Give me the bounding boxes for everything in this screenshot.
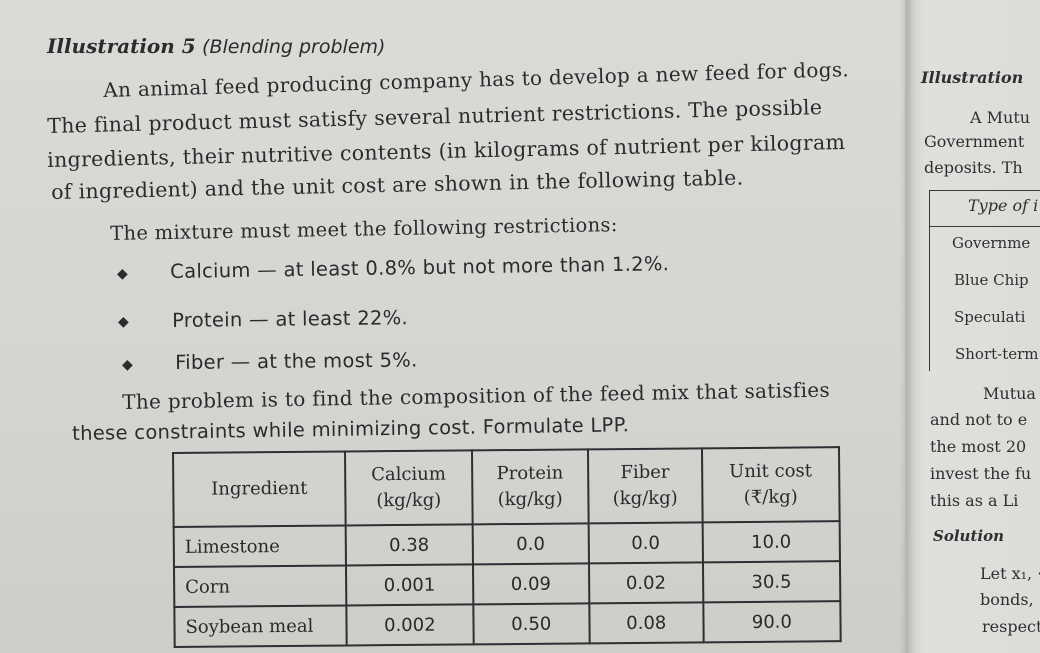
right-table-cell: Short-term [955,345,1039,363]
right-line: Let x₁, · [980,564,1040,583]
bullet-icon: ◆ [122,357,133,373]
table-row: Corn 0.001 0.09 0.02 30.5 [174,561,841,607]
book-gutter [900,0,914,653]
intro-line-2: The final product must satisfy several n… [47,95,823,138]
right-line: Mutua [983,384,1036,403]
right-line: the most 20 [930,437,1027,456]
right-line: deposits. Th [924,158,1023,177]
right-line: and not to e [930,410,1028,429]
header-calcium: Calcium (kg/kg) [345,450,473,526]
right-page [905,0,1040,653]
right-line: this as a Li [930,491,1019,510]
cell-ingredient: Soybean meal [174,605,347,647]
problem-line-2: these constraints while minimizing cost.… [72,413,630,445]
restrictions-intro: The mixture must meet the following rest… [110,213,618,245]
cell-calcium: 0.002 [346,604,474,646]
bullet-icon: ◆ [118,314,129,330]
right-line: respect [982,617,1040,636]
intro-line-1: An animal feed producing company has to … [103,57,850,102]
cell-fiber: 0.08 [589,602,704,644]
restriction-fiber: Fiber — at the most 5%. [175,348,418,374]
right-table-cell: Governme [952,234,1031,252]
cell-protein: 0.09 [472,563,590,605]
cell-fiber: 0.02 [588,562,704,604]
table-row: Soybean meal 0.002 0.50 0.08 90.0 [174,601,841,647]
left-page [0,0,915,653]
cell-ingredient: Limestone [173,525,346,567]
illustration-title: Illustration 5 [47,34,196,58]
cell-unit-cost: 30.5 [702,561,841,603]
header-unit-cost: Unit cost (₹/kg) [701,447,840,523]
restriction-protein: Protein — at least 22%. [172,306,409,332]
right-solution-heading: Solution [933,527,1004,545]
right-line: Government [924,132,1025,151]
header-fiber: Fiber (kg/kg) [587,448,703,524]
header-ingredient: Ingredient [173,451,346,527]
right-line: invest the fu [930,464,1032,483]
left-page-content: Illustration 5 (Blending problem) An ani… [47,34,850,648]
cell-unit-cost: 90.0 [703,601,841,643]
cell-calcium: 0.38 [345,524,473,566]
nutrient-table: Ingredient Calcium (kg/kg) Protein (kg/kg)… [172,446,842,648]
right-line: A Mutu [970,108,1031,127]
illustration-subtitle: (Blending problem) [202,36,386,58]
cell-unit-cost: 10.0 [702,521,840,563]
cell-protein: 0.0 [472,523,589,565]
right-heading: Illustration [921,68,1024,87]
right-table-header: Type of i [968,196,1039,215]
table-row: Limestone 0.38 0.0 0.0 10.0 [173,521,840,567]
bullet-icon: ◆ [117,266,128,282]
restriction-calcium: Calcium — at least 0.8% but not more tha… [170,252,670,283]
problem-line-1: The problem is to find the composition o… [122,377,831,414]
intro-line-4: of ingredient) and the unit cost are sho… [51,165,744,204]
cell-fiber: 0.0 [588,522,703,564]
cell-protein: 0.50 [472,603,590,645]
table-header-row: Ingredient Calcium (kg/kg) Protein (kg/kg)… [173,447,840,527]
illustration-heading: Illustration 5 (Blending problem) [47,34,385,58]
right-table [929,190,1040,371]
header-protein: Protein (kg/kg) [471,449,589,525]
right-table-cell: Speculati [954,308,1026,326]
right-line: bonds, [980,590,1034,609]
cell-calcium: 0.001 [345,564,473,606]
right-table-cell: Blue Chip [954,271,1029,289]
right-table-divider [930,226,1040,227]
cell-ingredient: Corn [174,565,347,607]
